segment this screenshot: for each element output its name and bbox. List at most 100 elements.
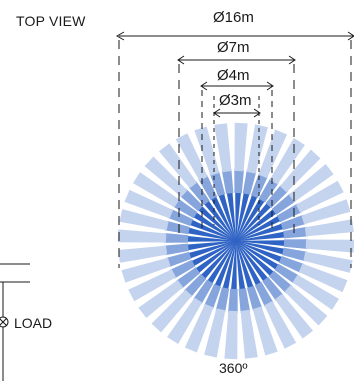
ray-inner — [200, 240, 237, 280]
ray-inner — [187, 240, 237, 259]
ray-inner — [235, 240, 280, 271]
ray-outer — [151, 289, 192, 333]
ray-inner — [235, 240, 254, 290]
dimension-second — [177, 55, 296, 240]
ray-outer — [159, 143, 197, 189]
dimension-third — [200, 81, 274, 230]
ray-outer — [167, 297, 203, 344]
ray-middle — [271, 193, 297, 215]
ray-middle — [282, 247, 308, 262]
ray-middle — [268, 270, 293, 294]
ray-middle — [175, 267, 201, 289]
load-wiring — [0, 263, 30, 381]
dimension-inner — [213, 96, 261, 225]
ray-middle — [204, 283, 221, 310]
ray-outer — [264, 301, 297, 349]
ray-middle — [183, 273, 207, 298]
ray-middle — [172, 198, 198, 219]
ray-inner — [235, 215, 282, 242]
ray-outer — [204, 308, 226, 358]
ray-outer — [118, 245, 168, 263]
ray-inner — [218, 192, 237, 242]
ray-outer — [224, 310, 238, 360]
ray-inner — [222, 241, 237, 291]
ray-middle — [188, 180, 210, 206]
ray-outer — [184, 303, 214, 353]
ray-middle — [258, 177, 279, 203]
ray-inner — [190, 240, 237, 267]
ray-outer — [269, 138, 305, 185]
ray-outer — [128, 269, 176, 302]
ray-inner — [186, 240, 236, 251]
ray-inner — [230, 241, 237, 292]
ray-middle — [228, 288, 238, 314]
ray-outer — [292, 274, 339, 310]
ray-inner — [235, 193, 258, 242]
detection-rays — [117, 122, 354, 360]
ray-inner — [235, 191, 250, 241]
ray-middle — [274, 263, 300, 284]
ray-middle — [169, 259, 196, 279]
ray-outer — [303, 251, 353, 273]
ray-inner — [235, 241, 246, 291]
ray-inner — [235, 190, 242, 241]
ray-middle — [179, 188, 204, 212]
ray-outer — [240, 309, 258, 359]
ray-middle — [283, 226, 308, 239]
coverage-angle-label: 360º — [219, 360, 248, 376]
ray-inner — [192, 211, 237, 242]
dimension-outer — [115, 31, 354, 268]
load-label: LOAD — [14, 315, 53, 331]
dimension-third-label: Ø4m — [216, 67, 251, 84]
ray-middle — [215, 287, 230, 313]
ray-middle — [165, 251, 192, 268]
dimension-inner-label: Ø3m — [218, 92, 253, 109]
ray-middle — [265, 184, 289, 209]
ray-outer — [117, 229, 167, 243]
ray-outer — [280, 149, 321, 193]
ray-outer — [252, 306, 278, 356]
ray-inner — [235, 240, 269, 283]
ray-outer — [124, 189, 174, 219]
ray-outer — [301, 199, 351, 225]
ray-outer — [214, 123, 232, 173]
ray-outer — [194, 126, 220, 176]
ray-outer — [275, 293, 313, 339]
ray-inner — [210, 195, 237, 242]
ray-inner — [186, 227, 236, 242]
ray-outer — [175, 133, 208, 181]
ray-inner — [235, 202, 272, 242]
ray-middle — [198, 174, 218, 201]
dimension-outer-label: Ø16m — [212, 9, 255, 26]
ray-outer — [258, 129, 288, 179]
ray-inner — [236, 231, 286, 242]
ray-inner — [197, 205, 237, 242]
ray-middle — [221, 169, 234, 194]
ray-inner — [206, 240, 237, 285]
ray-inner — [236, 240, 287, 247]
ray-middle — [238, 288, 251, 313]
ray-middle — [254, 281, 274, 308]
ray-middle — [280, 214, 307, 231]
ray-outer — [304, 219, 354, 237]
ray-inner — [235, 240, 262, 287]
ray-middle — [163, 233, 189, 243]
ray-inner — [236, 240, 286, 255]
ray-outer — [298, 263, 348, 293]
ray-inner — [185, 235, 236, 242]
ray-inner — [235, 240, 275, 277]
ray-inner — [235, 208, 278, 242]
ray-outer — [138, 280, 184, 318]
view-title: TOP VIEW — [16, 13, 86, 29]
ray-middle — [246, 285, 263, 312]
ray-inner — [194, 240, 237, 274]
ray-inner — [188, 219, 237, 242]
ray-inner — [226, 191, 237, 241]
ray-outer — [144, 156, 188, 197]
ray-middle — [193, 279, 214, 305]
ray-middle — [167, 209, 194, 226]
ray-outer — [296, 180, 344, 213]
ray-middle — [242, 169, 257, 195]
ray-inner — [203, 199, 237, 242]
